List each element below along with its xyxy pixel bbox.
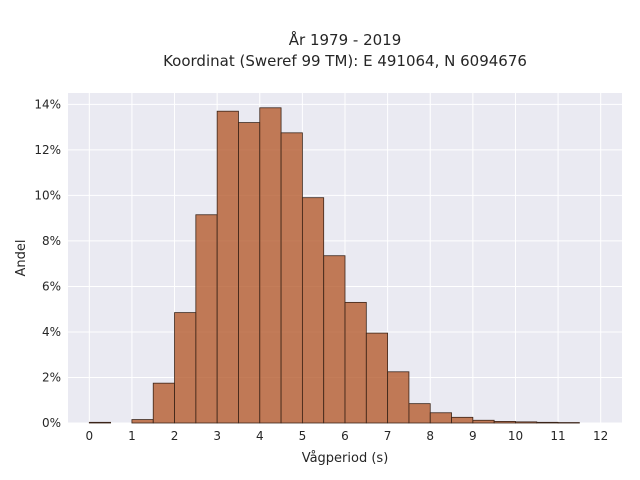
histogram-bar bbox=[195, 214, 218, 424]
y-tick-label: 0% bbox=[42, 416, 61, 430]
x-axis-label: Vågperiod (s) bbox=[302, 451, 389, 466]
x-tick-label: 0 bbox=[85, 429, 93, 443]
chart-title-line2: Koordinat (Sweref 99 TM): E 491064, N 60… bbox=[163, 52, 527, 70]
histogram-bar bbox=[451, 416, 474, 424]
histogram-bar bbox=[238, 122, 261, 424]
x-tick-label: 9 bbox=[469, 429, 477, 443]
histogram-bar bbox=[365, 332, 389, 424]
x-tick-label: 1 bbox=[128, 429, 136, 443]
histogram-bar bbox=[536, 421, 559, 424]
histogram-bar bbox=[280, 132, 303, 424]
x-tick-label: 5 bbox=[299, 429, 307, 443]
y-tick-label: 10% bbox=[34, 188, 61, 202]
x-tick-labels: 0 1 2 3 4 5 6 7 8 9 10 11 12 bbox=[85, 429, 608, 443]
chart-title-line1: År 1979 - 2019 bbox=[289, 30, 402, 49]
x-tick-label: 4 bbox=[256, 429, 264, 443]
histogram-bar bbox=[408, 403, 431, 424]
x-tick-label: 3 bbox=[213, 429, 221, 443]
histogram-bar bbox=[259, 107, 282, 424]
histogram-bar bbox=[472, 419, 495, 424]
y-tick-label: 12% bbox=[34, 143, 61, 157]
histogram-bar bbox=[323, 255, 346, 424]
histogram-bar bbox=[557, 422, 580, 424]
x-tick-label: 12 bbox=[593, 429, 608, 443]
x-tick-label: 8 bbox=[426, 429, 434, 443]
histogram-bar bbox=[152, 382, 175, 424]
histogram-bar bbox=[88, 421, 112, 424]
x-tick-label: 2 bbox=[171, 429, 179, 443]
bars-group bbox=[88, 107, 580, 424]
histogram-bar bbox=[131, 419, 154, 424]
x-tick-label: 11 bbox=[550, 429, 565, 443]
y-tick-label: 6% bbox=[42, 279, 61, 293]
histogram-bar bbox=[387, 371, 410, 424]
y-tick-label: 2% bbox=[42, 370, 61, 384]
histogram-bar bbox=[515, 421, 538, 424]
x-tick-label: 6 bbox=[341, 429, 349, 443]
y-tick-label: 14% bbox=[34, 97, 61, 111]
histogram-bar bbox=[429, 412, 452, 424]
histogram-bar bbox=[493, 421, 516, 424]
y-tick-label: 8% bbox=[42, 234, 61, 248]
histogram-bar bbox=[344, 301, 367, 424]
x-tick-label: 10 bbox=[508, 429, 523, 443]
x-tick-label: 7 bbox=[384, 429, 392, 443]
y-tick-labels: 0% 2% 4% 6% 8% 10% 12% 14% bbox=[34, 97, 61, 430]
histogram-bar bbox=[216, 110, 239, 424]
y-axis-label: Andel bbox=[14, 240, 29, 277]
histogram-bar bbox=[301, 197, 325, 424]
histogram-bar bbox=[174, 312, 197, 424]
y-tick-label: 4% bbox=[42, 325, 61, 339]
